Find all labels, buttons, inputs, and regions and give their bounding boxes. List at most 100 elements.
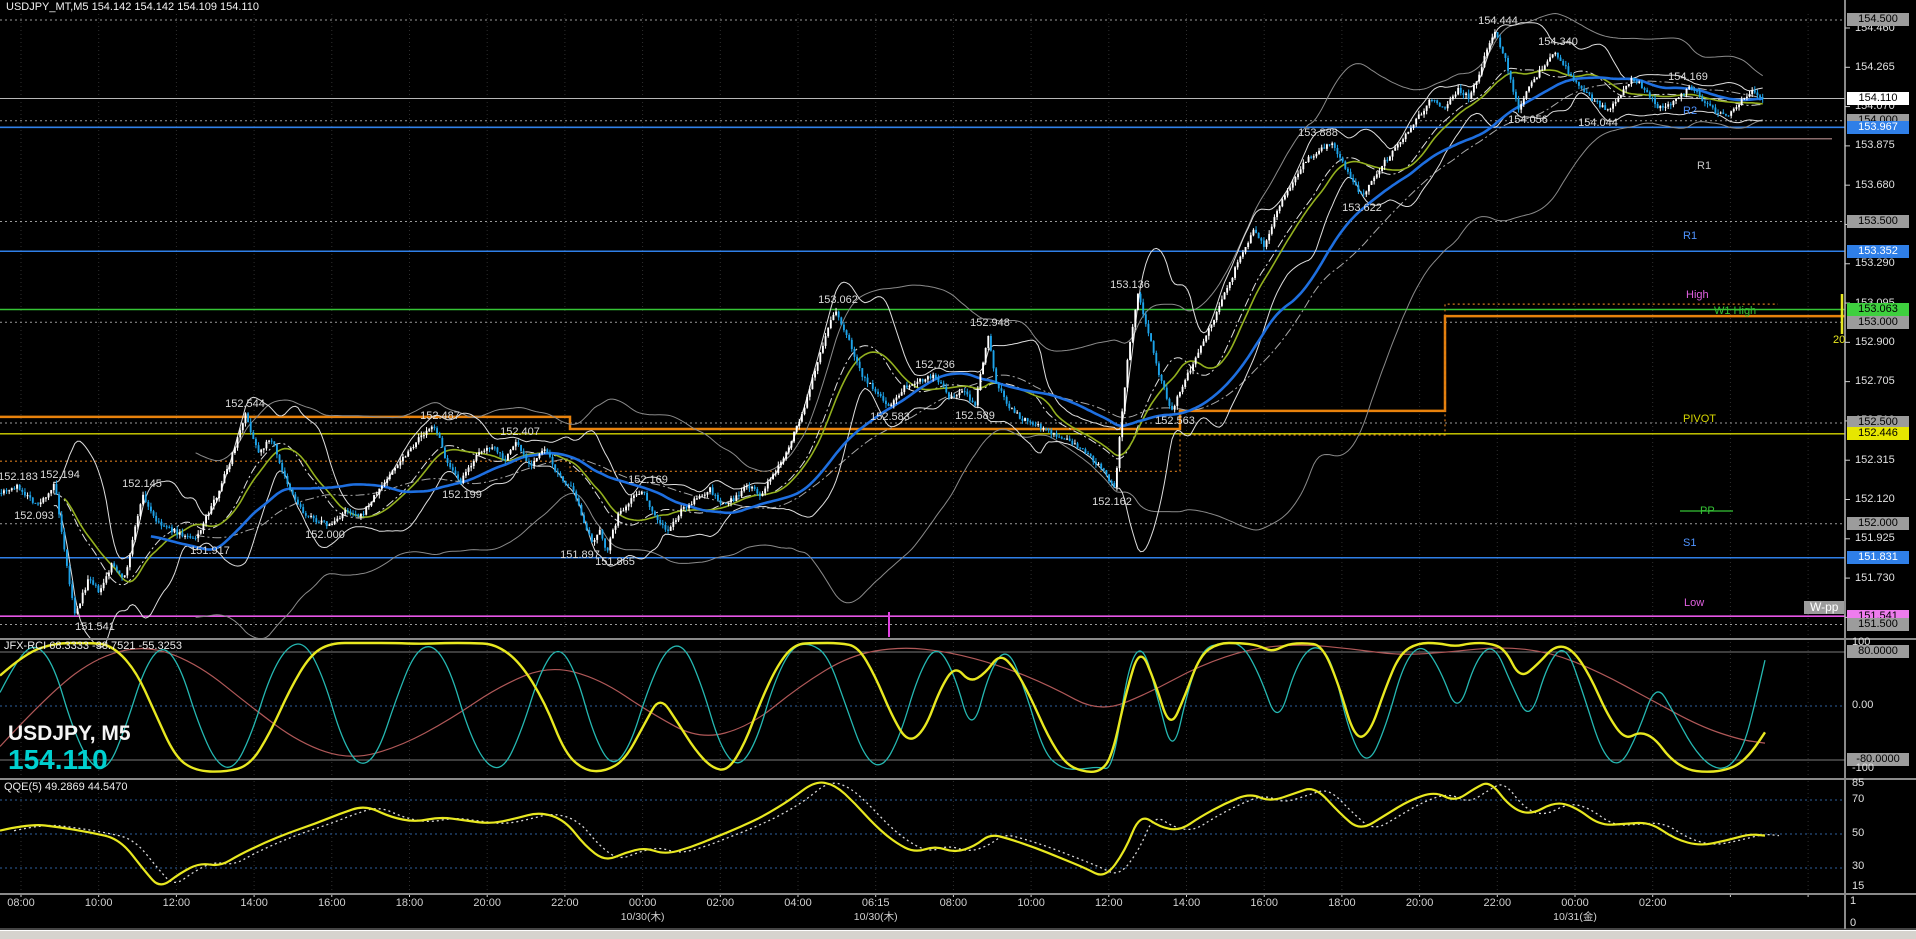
swing-price-annotation: 151.541 [75, 621, 115, 634]
level-name-label: Low [1684, 597, 1705, 609]
time-label: 10:00 [1017, 897, 1045, 909]
level-name-label: High [1686, 289, 1709, 301]
price-badge: 152.000 [1847, 517, 1909, 531]
price-badge: 153.000 [1847, 315, 1909, 329]
price-badge: 153.063 [1847, 302, 1909, 316]
time-label: 20:00 [473, 897, 501, 909]
price-tick: 151.730 [1855, 571, 1895, 584]
swing-price-annotation: 153.622 [1342, 201, 1382, 214]
swing-price-annotation: 152.162 [1092, 496, 1132, 509]
indicator-tick: 50 [1852, 827, 1865, 839]
swing-price-annotation: 152.487 [420, 409, 460, 422]
time-label: 08:00 [7, 897, 35, 909]
time-label: 00:00 [628, 897, 657, 909]
time-label: 10:00 [84, 897, 113, 909]
indicator-tick: 0 [1850, 917, 1857, 929]
price-tick: 152.705 [1855, 375, 1895, 388]
indicator-tick: -100 [1852, 762, 1875, 774]
pane-separator[interactable] [0, 638, 1916, 640]
time-label: 14:00 [240, 897, 268, 909]
pane-separator[interactable] [0, 893, 1916, 895]
level-name-label: S1 [1683, 537, 1697, 549]
swing-price-annotation: 153.888 [1298, 127, 1338, 140]
price-badge: 151.500 [1847, 617, 1909, 631]
indicator-level-badge: 80.0000 [1847, 645, 1909, 658]
time-label: 12:00 [162, 897, 191, 909]
price-tick: 151.925 [1855, 532, 1895, 545]
indicator-tick: 15 [1852, 880, 1865, 892]
date-label: 10/30(木) [853, 911, 898, 923]
time-label: 20:00 [1405, 897, 1434, 909]
level-name-label: PIVOT [1683, 413, 1717, 425]
weekly-pivot-badge: W-pp [1804, 601, 1845, 614]
price-tick: 154.265 [1855, 60, 1895, 73]
time-label: 02:00 [1638, 897, 1667, 909]
swing-price-annotation: 152.589 [955, 410, 995, 422]
swing-price-annotation: 152.000 [305, 528, 345, 541]
price-badge: 152.500 [1847, 416, 1909, 430]
price-badge: 154.110 [1847, 92, 1909, 106]
time-label: 08:00 [939, 897, 968, 909]
swing-price-annotation: 154.444 [1478, 15, 1518, 28]
indicator-tick: 85 [1852, 777, 1865, 789]
time-label: 18:00 [395, 897, 424, 909]
swing-price-annotation: 152.093 [14, 509, 54, 522]
window-bottom-strip [0, 930, 1916, 939]
swing-price-annotation: 152.948 [970, 316, 1010, 329]
price-badge: 153.500 [1847, 214, 1909, 228]
indicator-level-badge: -80.0000 [1847, 753, 1909, 766]
time-label: 14:00 [1172, 897, 1201, 909]
chart-title-ohlc: USDJPY_MT,M5 154.142 154.142 154.109 154… [6, 1, 259, 13]
time-label: 16:00 [318, 897, 346, 909]
price-tick: 153.680 [1855, 178, 1895, 191]
indicator-tick: 70 [1852, 793, 1865, 805]
swing-price-annotation: 152.736 [915, 359, 955, 372]
date-label: 10/31(金) [1553, 911, 1597, 923]
indicator-tick: 1 [1850, 895, 1857, 907]
pane-separator[interactable] [0, 778, 1916, 780]
level-name-label: R1 [1683, 230, 1698, 242]
price-tick: 153.290 [1855, 257, 1895, 270]
swing-price-annotation: 154.056 [1508, 114, 1548, 127]
swing-price-annotation: 154.169 [1668, 70, 1708, 83]
price-tick: 152.900 [1855, 335, 1895, 348]
indicator-tick: 0.00 [1852, 699, 1874, 711]
watermark-price: 154.110 [8, 744, 108, 775]
level-name-label: W1 High [1714, 305, 1757, 317]
time-label: 00:00 [1561, 897, 1589, 909]
rci-indicator-label: JFX-RCI 68.3333 -38.7521 -55.3253 [4, 640, 182, 652]
time-label: 04:00 [784, 897, 812, 909]
swing-price-annotation: 153.136 [1110, 278, 1150, 291]
swing-price-annotation: 152.199 [442, 488, 482, 501]
level-name-label: PP [1700, 505, 1715, 517]
time-label: 06:15 [861, 897, 890, 909]
price-tick: 153.875 [1855, 139, 1895, 152]
time-label: 12:00 [1095, 897, 1123, 909]
price-tick: 152.315 [1855, 453, 1895, 466]
swing-price-annotation: 151.917 [190, 545, 230, 558]
swing-price-annotation: 152.169 [628, 473, 668, 486]
swing-price-annotation: 151.865 [595, 555, 635, 568]
time-label: 18:00 [1328, 897, 1356, 909]
time-label: 22:00 [551, 897, 579, 909]
level-name-label: R1 [1697, 160, 1712, 172]
price-badge: 151.831 [1847, 551, 1909, 565]
swing-price-annotation: 152.583 [870, 411, 910, 424]
swing-price-annotation: 153.062 [818, 293, 858, 306]
swing-price-annotation: 152.563 [1155, 415, 1195, 428]
swing-price-annotation: 152.183 [0, 470, 38, 483]
price-tick: 152.120 [1855, 493, 1895, 505]
level-name-label: 20 [1833, 334, 1846, 346]
indicator-tick: 30 [1852, 860, 1865, 872]
price-badge: 152.446 [1847, 427, 1909, 441]
swing-price-annotation: 151.897 [560, 549, 600, 562]
watermark-symbol: USDJPY, M5 [8, 722, 131, 745]
time-label: 02:00 [706, 897, 735, 909]
time-label: 16:00 [1250, 897, 1278, 909]
swing-price-annotation: 152.407 [500, 425, 540, 438]
time-label: 22:00 [1483, 897, 1512, 909]
date-label: 10/30(木) [620, 911, 665, 923]
swing-price-annotation: 154.340 [1538, 36, 1578, 49]
